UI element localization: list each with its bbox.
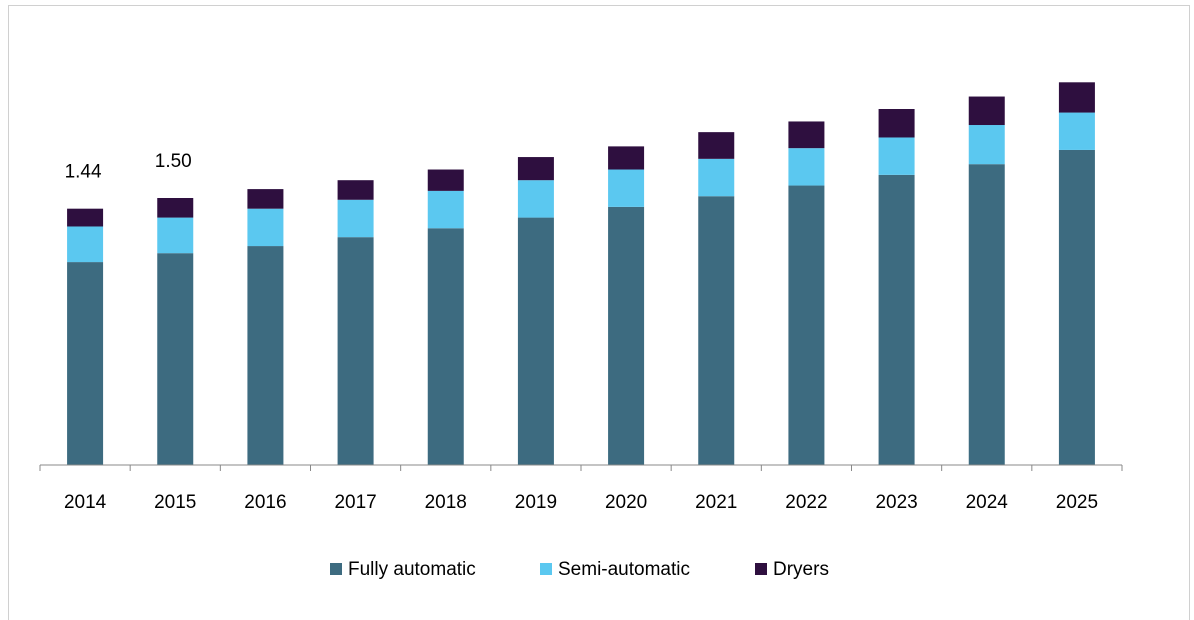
legend-swatch [540, 563, 552, 575]
x-tick-label: 2021 [695, 492, 737, 513]
x-tick-label: 2017 [334, 492, 376, 513]
bar-segment [788, 148, 825, 186]
x-tick-label: 2022 [785, 492, 827, 513]
bar-segment [608, 146, 645, 170]
bar-segment [427, 190, 464, 229]
bar-segment [337, 237, 374, 465]
x-tick-label: 2024 [966, 492, 1009, 513]
bar-segment [517, 157, 554, 181]
x-tick-label: 2025 [1056, 492, 1098, 513]
bar-segment [788, 121, 825, 149]
bar-segment [517, 217, 554, 465]
bar-segment [878, 137, 915, 175]
bar-segment [1058, 149, 1095, 465]
legend-label: Semi-automatic [558, 559, 690, 580]
legend-label: Fully automatic [348, 559, 476, 580]
bar-segment [1058, 112, 1095, 150]
bar-segment [157, 198, 194, 218]
bar-segment [608, 169, 645, 207]
bar-segment [67, 226, 104, 263]
bar-segment [698, 158, 735, 197]
bar-segment [247, 208, 284, 247]
x-tick-label: 2019 [515, 492, 557, 513]
bar-segment [337, 180, 374, 200]
bar-segment [608, 206, 645, 465]
legend-swatch [755, 563, 767, 575]
bar-segment [67, 262, 104, 465]
bar-segment [157, 253, 194, 465]
x-tick-label: 2020 [605, 492, 647, 513]
bar-segment [247, 246, 284, 465]
bar-segment [968, 125, 1005, 165]
x-tick-label: 2018 [425, 492, 467, 513]
legend-label: Dryers [773, 559, 829, 580]
bar-segment [337, 199, 374, 238]
chart-frame [8, 5, 1190, 620]
x-tick-label: 2014 [64, 492, 107, 513]
bar-segment [1058, 82, 1095, 113]
x-tick-label: 2016 [244, 492, 286, 513]
bar-segment [698, 196, 735, 465]
x-tick-label: 2015 [154, 492, 196, 513]
bar-segment [157, 217, 194, 254]
bar-segment [788, 185, 825, 466]
bar-segment [427, 169, 464, 191]
bar-segment [878, 109, 915, 138]
x-tick-label: 2023 [875, 492, 917, 513]
legend-swatch [330, 563, 342, 575]
bar-segment [427, 228, 464, 465]
bar-segment [878, 174, 915, 466]
bar-segment [517, 180, 554, 218]
bar-segment [968, 96, 1005, 126]
bar-segment [698, 132, 735, 159]
bar-segment [247, 189, 284, 209]
value-label: 1.44 [65, 162, 102, 183]
value-label: 1.50 [155, 151, 192, 172]
bar-segment [67, 208, 104, 227]
bar-segment [968, 164, 1005, 465]
